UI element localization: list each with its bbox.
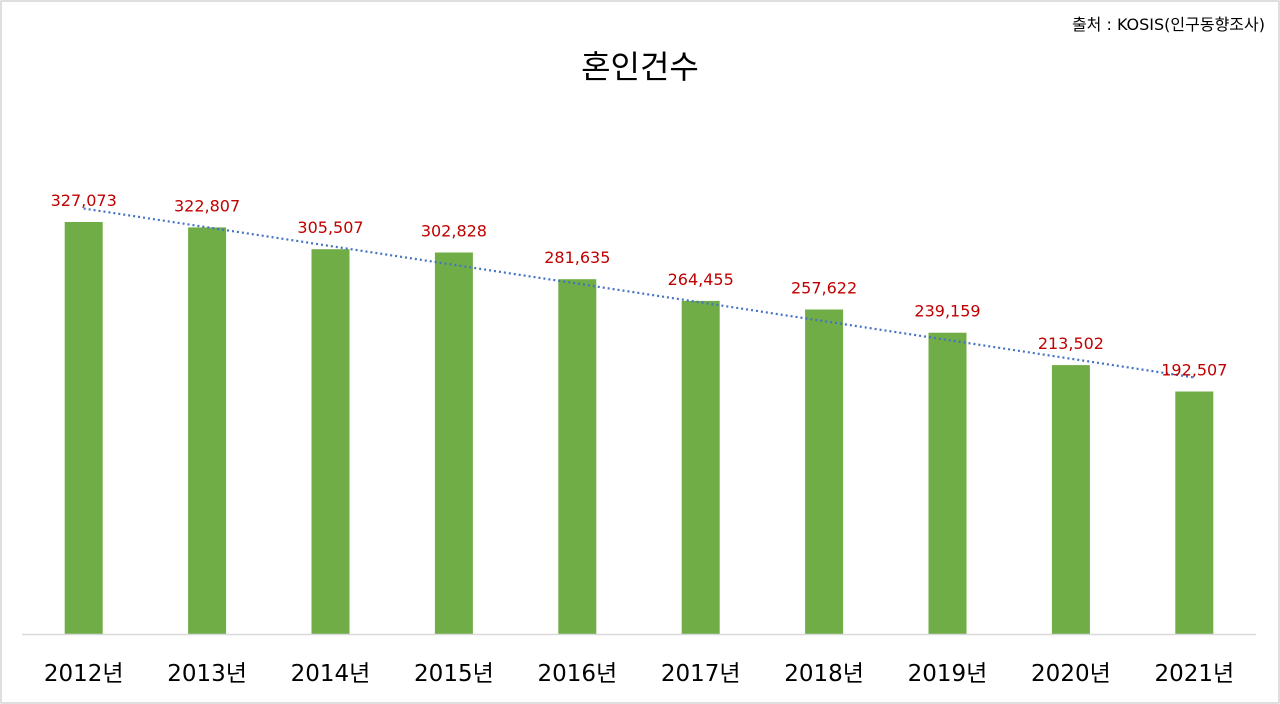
value-label: 257,622 <box>791 279 857 298</box>
chart-title: 혼인건수 <box>581 48 699 86</box>
value-label: 302,828 <box>421 222 487 241</box>
bar-2017년 <box>681 300 720 634</box>
x-axis-tick-label: 2015년 <box>414 661 494 687</box>
x-axis-tick-label: 2017년 <box>661 661 741 687</box>
bar-2013년 <box>188 227 227 634</box>
value-label: 264,455 <box>668 270 734 289</box>
source-note: 출처 : KOSIS(인구동향조사) <box>1072 15 1265 34</box>
value-label: 305,507 <box>297 218 363 237</box>
value-label-group: 327,073 322,807 305,507 302,828 281,635 264,4… <box>51 191 1228 380</box>
x-axis-tick-label: 2016년 <box>537 661 617 687</box>
value-label: 281,635 <box>544 248 610 267</box>
bar-2014년 <box>311 249 350 634</box>
bar-2018년 <box>805 309 844 634</box>
bar-2012년 <box>64 222 103 634</box>
value-label: 322,807 <box>174 196 240 215</box>
bar-group <box>64 222 1214 634</box>
value-label: 327,073 <box>51 191 117 210</box>
bar-2020년 <box>1051 365 1090 634</box>
x-axis-tick-label: 2019년 <box>908 661 988 687</box>
bar-2021년 <box>1175 391 1214 634</box>
value-label: 239,159 <box>914 302 980 321</box>
value-label: 213,502 <box>1038 334 1104 353</box>
x-axis-label-group: 2012년 2013년 2014년 2015년 2016년 2017년 2018년 2019년… <box>44 661 1234 687</box>
x-axis-tick-label: 2014년 <box>291 661 371 687</box>
x-axis-tick-label: 2020년 <box>1031 661 1111 687</box>
value-label: 192,507 <box>1161 361 1227 380</box>
bar-2016년 <box>558 279 597 634</box>
trendline-group <box>83 207 1195 379</box>
x-axis-tick-label: 2012년 <box>44 661 124 687</box>
bar-2015년 <box>434 252 473 634</box>
x-axis-tick-label: 2013년 <box>167 661 247 687</box>
x-axis-tick-label: 2021년 <box>1154 661 1234 687</box>
trendline <box>83 207 1195 379</box>
x-axis-tick-label: 2018년 <box>784 661 864 687</box>
bar-2019년 <box>928 332 967 634</box>
